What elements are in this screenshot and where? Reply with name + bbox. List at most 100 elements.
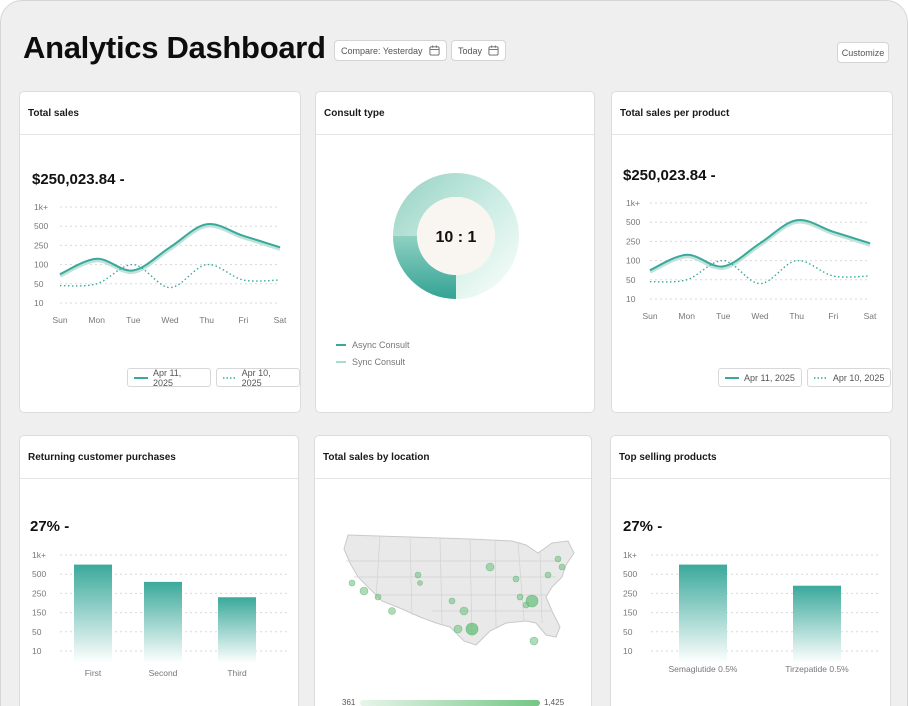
y-tick-label: 1k+: [623, 550, 637, 560]
location-bubble[interactable]: [414, 571, 422, 579]
location-bubble[interactable]: [453, 624, 463, 634]
solid-line-icon: [134, 376, 148, 379]
x-tick-label: Tue: [716, 311, 731, 321]
location-bubble[interactable]: [544, 571, 552, 579]
y-tick-label: 500: [626, 217, 640, 227]
sync-swatch: [336, 361, 346, 363]
x-tick-label: Fri: [238, 315, 248, 325]
location-bubble[interactable]: [465, 622, 479, 636]
sales-per-product-value: $250,023.84 -: [623, 167, 716, 184]
top-products-chart: 1k+ 500 250 150 50 10 Semaglutide 0.5% Tirzepat…: [623, 550, 881, 674]
y-tick-label: 1k+: [32, 550, 46, 560]
x-tick-label: Second: [149, 668, 178, 678]
legend-item-dotted[interactable]: Apr 10, 2025: [215, 368, 300, 388]
location-bubble[interactable]: [388, 607, 396, 615]
chart-legend: Apr 11, 2025 Apr 10, 2025: [718, 368, 892, 387]
scale-max-label: 1,425: [544, 698, 565, 706]
bar[interactable]: [218, 597, 256, 663]
x-tick-label: Semaglutide 0.5%: [669, 664, 738, 674]
bar[interactable]: [144, 581, 182, 663]
location-bubble[interactable]: [529, 636, 539, 646]
bar[interactable]: [679, 564, 727, 663]
y-tick-label: 150: [623, 608, 637, 618]
chart-legend: Apr 11, 2025 Apr 10, 2025: [127, 368, 300, 388]
location-bubble[interactable]: [485, 562, 495, 572]
y-tick-label: 100: [626, 256, 640, 266]
location-bubble[interactable]: [359, 586, 369, 596]
legend-item-solid[interactable]: Apr 11, 2025: [718, 368, 802, 387]
card-title: Total sales per product: [612, 92, 892, 135]
donut-slice-async[interactable]: [393, 236, 456, 299]
y-tick-label: 250: [623, 588, 637, 598]
sales-by-location-card: Total sales by location: [314, 435, 592, 706]
x-tick-label: First: [85, 668, 102, 678]
x-tick-label: Sun: [52, 315, 67, 325]
legend-item-dotted[interactable]: Apr 10, 2025: [806, 368, 892, 387]
x-tick-label: Sun: [642, 311, 657, 321]
series-line-dotted[interactable]: [649, 259, 871, 285]
y-tick-label: 10: [34, 298, 44, 308]
y-tick-label: 50: [626, 275, 636, 285]
location-bubble[interactable]: [374, 593, 382, 601]
x-tick-label: Wed: [751, 311, 769, 321]
compare-dropdown[interactable]: Compare: Yesterday: [334, 40, 447, 61]
location-bubble[interactable]: [459, 606, 469, 616]
y-tick-label: 500: [34, 221, 48, 231]
location-bubble[interactable]: [448, 597, 456, 605]
location-bubble[interactable]: [512, 575, 520, 583]
legend-item-sync[interactable]: Sync Consult: [336, 357, 405, 367]
legend-label: Apr 10, 2025: [832, 372, 885, 383]
calendar-icon: [429, 45, 440, 56]
customize-button[interactable]: Customize: [837, 42, 889, 63]
location-bubble[interactable]: [348, 579, 356, 587]
legend-label: Async Consult: [352, 340, 410, 350]
y-tick-label: 50: [34, 279, 44, 289]
color-scale-bar: [360, 700, 540, 706]
x-tick-label: Sat: [864, 311, 877, 321]
top-products-value: 27% -: [623, 518, 663, 535]
card-title: Returning customer purchases: [20, 436, 298, 479]
location-bubble[interactable]: [417, 580, 423, 586]
card-title: Total sales: [20, 92, 300, 135]
card-title: Consult type: [316, 92, 594, 135]
total-sales-card: Total sales $250,023.84 - 1k+ 500 250 100 50…: [19, 91, 301, 413]
location-bubble[interactable]: [558, 563, 566, 571]
calendar-icon: [488, 45, 499, 56]
x-tick-label: Fri: [828, 311, 838, 321]
sales-per-product-card: Total sales per product $250,023.84 - 1k…: [611, 91, 893, 413]
location-bubble[interactable]: [516, 593, 524, 601]
series-line-shadow: [59, 223, 281, 278]
y-tick-label: 10: [623, 646, 633, 656]
bar[interactable]: [74, 564, 112, 663]
total-sales-chart: 1k+ 500 250 100 50 10 Sun Mon Tue Wed Thu Fri Sat: [34, 202, 287, 325]
y-tick-label: 10: [32, 646, 42, 656]
x-tick-label: Tue: [126, 315, 141, 325]
y-tick-label: 50: [32, 627, 42, 637]
x-tick-label: Tirzepatide 0.5%: [785, 664, 849, 674]
x-tick-label: Mon: [88, 315, 105, 325]
location-bubbles: [348, 555, 566, 646]
donut-center: [417, 197, 495, 275]
legend-item-async[interactable]: Async Consult: [336, 340, 410, 350]
location-bubble[interactable]: [554, 555, 562, 563]
y-tick-label: 10: [626, 294, 636, 304]
total-sales-value: $250,023.84 -: [32, 171, 125, 188]
us-map-shape: [343, 534, 575, 646]
dotted-line-icon: [222, 376, 237, 379]
bar[interactable]: [793, 585, 841, 663]
series-line-solid[interactable]: [649, 219, 871, 272]
y-tick-label: 250: [626, 236, 640, 246]
series-line-dotted[interactable]: [59, 263, 281, 289]
sales-per-product-chart: 1k+ 500 250 100 50 10 Sun Mon Tue Wed Thu Fri Sat: [626, 198, 877, 321]
y-tick-label: 150: [32, 608, 46, 618]
y-tick-label: 1k+: [34, 202, 48, 212]
series-line-shadow: [649, 219, 871, 274]
legend-item-solid[interactable]: Apr 11, 2025: [127, 368, 211, 388]
date-dropdown[interactable]: Today: [451, 40, 507, 61]
location-bubble[interactable]: [525, 594, 539, 608]
donut-ratio-label: 10 : 1: [436, 229, 477, 246]
returning-purchases-card: Returning customer purchases 27% - 1k+ 50…: [19, 435, 299, 706]
x-tick-label: Mon: [678, 311, 695, 321]
series-line-solid[interactable]: [59, 223, 281, 276]
